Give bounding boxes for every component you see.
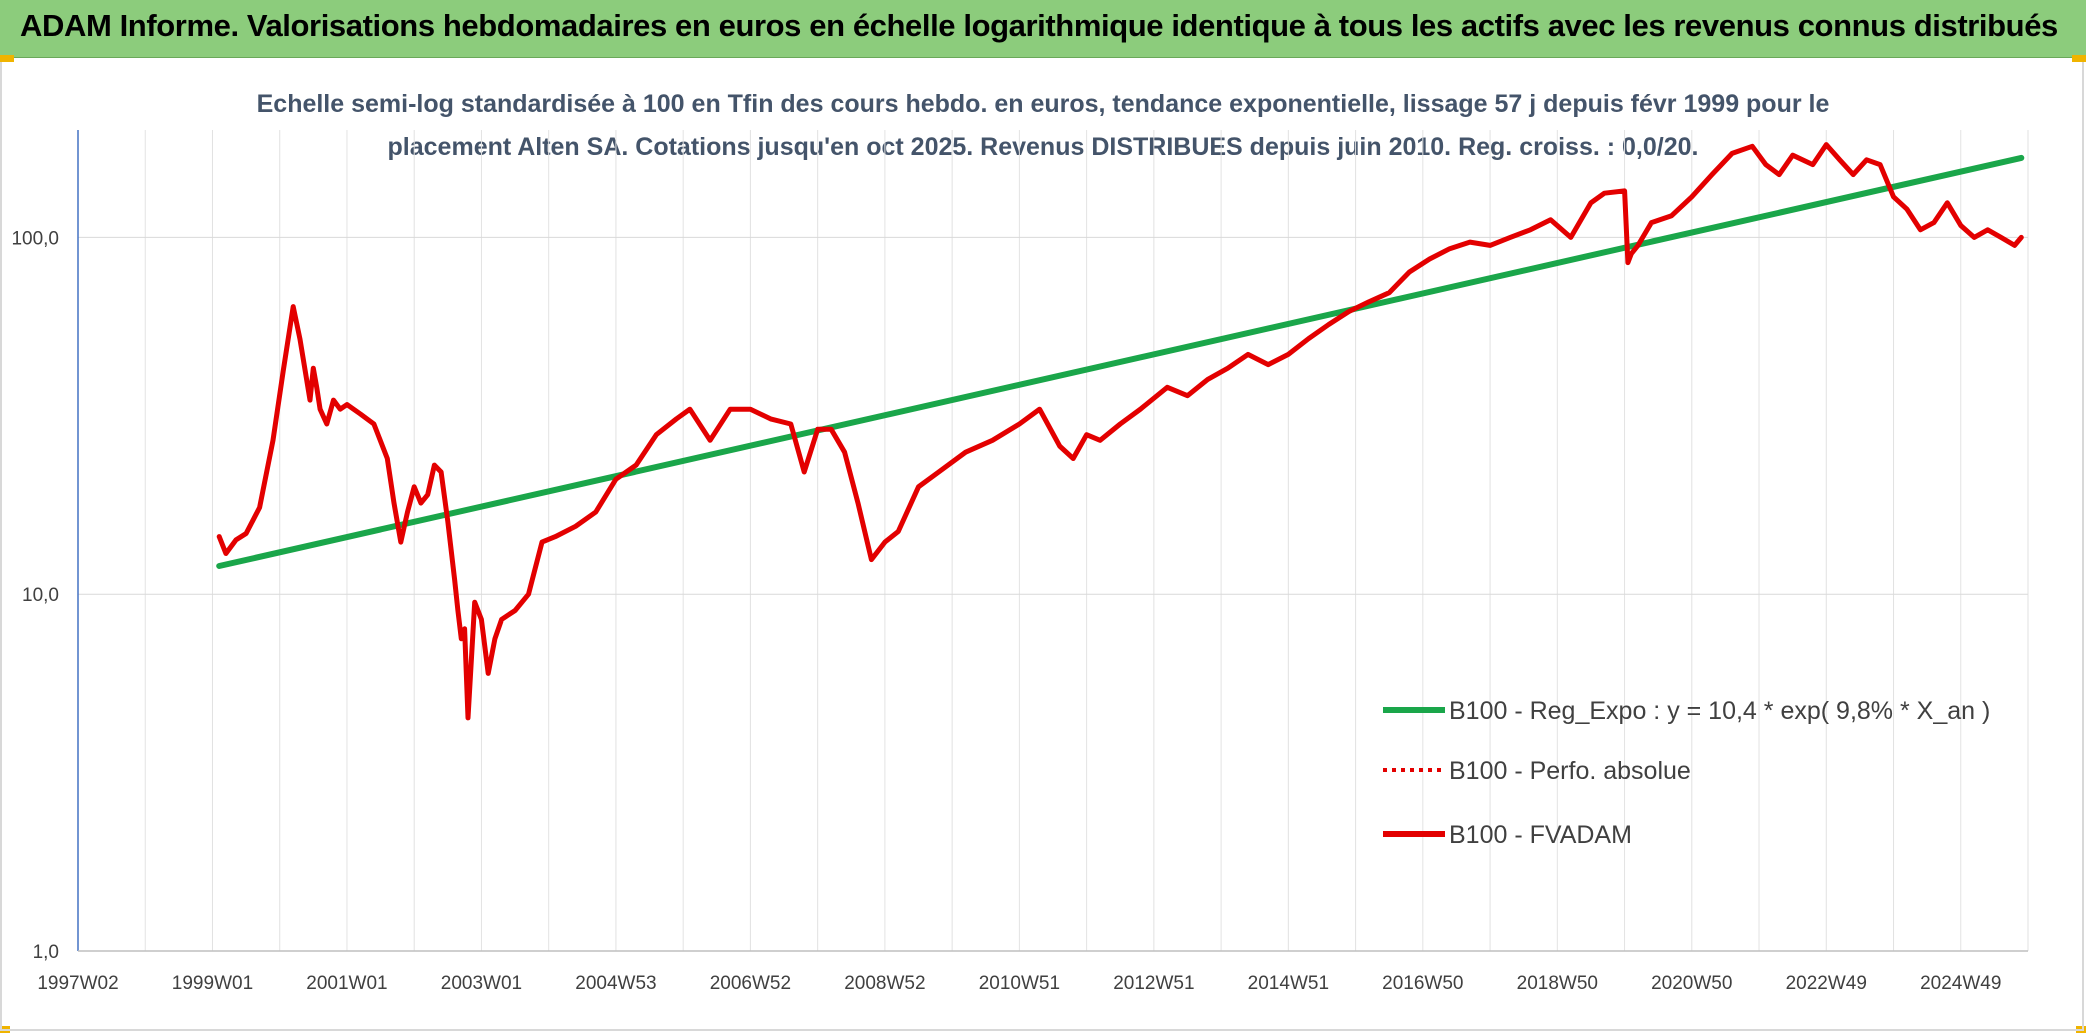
corner-accent-right xyxy=(2072,55,2086,62)
y-tick-label: 10,0 xyxy=(22,585,59,606)
y-tick-label: 100,0 xyxy=(11,228,59,249)
title-banner: ADAM Informe. Valorisations hebdomadaire… xyxy=(0,0,2086,58)
corner-accent-left xyxy=(0,55,14,62)
x-tick-label: 2010W51 xyxy=(979,973,1060,994)
x-tick-label: 2008W52 xyxy=(844,973,925,994)
x-tick-label: 1997W02 xyxy=(37,973,118,994)
chart-frame xyxy=(0,62,2084,1031)
chart-subtitle-line-1: Echelle semi-log standardisée à 100 en T… xyxy=(256,90,1830,118)
x-tick-label: 2006W52 xyxy=(710,973,791,994)
x-tick-label: 1999W01 xyxy=(172,973,253,994)
x-tick-label: 2018W50 xyxy=(1517,973,1598,994)
price-series-line xyxy=(216,142,2024,721)
y-tick-label: 1,0 xyxy=(33,942,59,963)
x-tick-label: 2012W51 xyxy=(1113,973,1194,994)
x-tick-label: 2022W49 xyxy=(1786,973,1867,994)
chart-subtitle-line-2: placement Alten SA. Cotations jusqu'en o… xyxy=(387,133,1699,161)
legend-label-2: B100 - Perfo. absolue xyxy=(1449,757,1691,785)
legend-label-3: B100 - FVADAM xyxy=(1449,821,1632,849)
x-tick-label: 2016W50 xyxy=(1382,973,1463,994)
x-tick-label: 2014W51 xyxy=(1248,973,1329,994)
x-tick-label: 2003W01 xyxy=(441,973,522,994)
x-tick-label: 2020W50 xyxy=(1651,973,1732,994)
x-tick-label: 2024W49 xyxy=(1920,973,2001,994)
legend-label-1: B100 - Reg_Expo : y = 10,4 * exp( 9,8% *… xyxy=(1449,697,1990,725)
report-title: ADAM Informe. Valorisations hebdomadaire… xyxy=(20,8,2058,43)
x-tick-label: 2001W01 xyxy=(306,973,387,994)
trend-series-line xyxy=(216,154,2025,569)
x-tick-label: 2004W53 xyxy=(575,973,656,994)
